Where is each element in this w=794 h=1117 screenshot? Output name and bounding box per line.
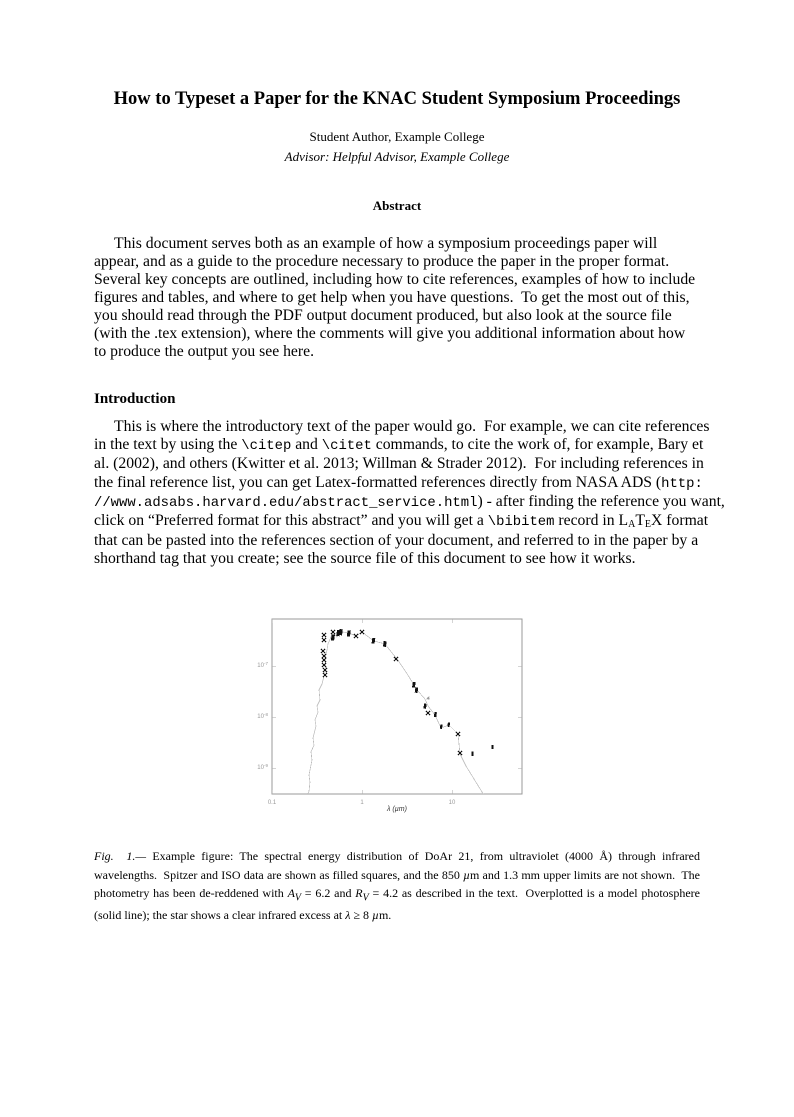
svg-text:1: 1 [360,800,364,806]
svg-text:10: 10 [449,800,456,806]
svg-text:10-7: 10-7 [257,661,268,670]
svg-text:10-9: 10-9 [257,763,268,772]
svg-text:0.1: 0.1 [268,800,277,806]
svg-text:λF: λF [247,701,248,710]
svg-text:10-8: 10-8 [257,712,268,721]
svg-text:λ (µm): λ (µm) [386,806,407,813]
